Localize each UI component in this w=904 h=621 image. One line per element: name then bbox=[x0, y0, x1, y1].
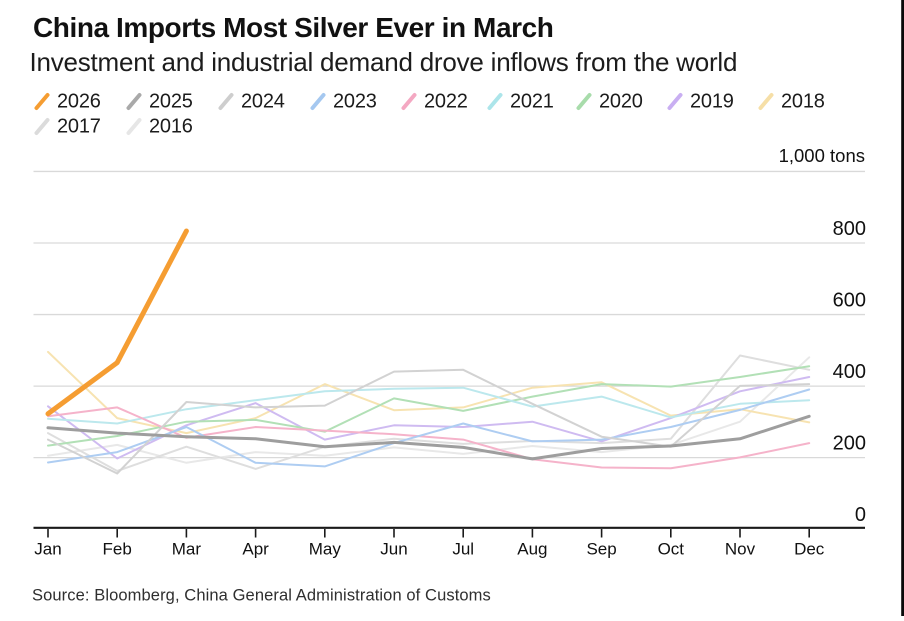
svg-text:2021: 2021 bbox=[510, 91, 554, 113]
svg-text:2026: 2026 bbox=[57, 91, 101, 113]
svg-text:0: 0 bbox=[855, 504, 866, 526]
svg-text:Jan: Jan bbox=[34, 540, 61, 559]
svg-text:600: 600 bbox=[833, 290, 866, 312]
svg-text:Aug: Aug bbox=[517, 540, 547, 559]
svg-text:Dec: Dec bbox=[794, 540, 825, 559]
svg-text:Jul: Jul bbox=[452, 540, 474, 559]
svg-text:2022: 2022 bbox=[424, 91, 468, 113]
svg-text:Feb: Feb bbox=[103, 540, 132, 559]
svg-text:200: 200 bbox=[833, 433, 866, 455]
svg-text:2020: 2020 bbox=[599, 91, 643, 113]
svg-text:2024: 2024 bbox=[241, 91, 285, 113]
svg-text:800: 800 bbox=[833, 218, 866, 240]
svg-text:2023: 2023 bbox=[333, 91, 377, 113]
svg-text:400: 400 bbox=[833, 361, 866, 383]
svg-text:2016: 2016 bbox=[149, 116, 193, 138]
svg-text:1,000 tons: 1,000 tons bbox=[779, 145, 865, 166]
svg-text:China Imports Most Silver Ever: China Imports Most Silver Ever in March bbox=[33, 12, 553, 43]
svg-text:May: May bbox=[309, 540, 342, 559]
svg-text:Jun: Jun bbox=[380, 540, 407, 559]
svg-text:Sep: Sep bbox=[586, 540, 616, 559]
svg-text:Source: Bloomberg, China Gener: Source: Bloomberg, China General Adminis… bbox=[32, 587, 491, 605]
svg-text:Oct: Oct bbox=[658, 540, 685, 559]
svg-text:2017: 2017 bbox=[57, 116, 101, 138]
svg-text:2019: 2019 bbox=[690, 91, 734, 113]
svg-text:Nov: Nov bbox=[725, 540, 756, 559]
svg-text:2018: 2018 bbox=[781, 91, 825, 113]
svg-text:2025: 2025 bbox=[149, 91, 193, 113]
svg-text:Mar: Mar bbox=[172, 540, 202, 559]
svg-text:Apr: Apr bbox=[242, 540, 269, 559]
svg-text:Investment and industrial dema: Investment and industrial demand drove i… bbox=[30, 47, 738, 77]
